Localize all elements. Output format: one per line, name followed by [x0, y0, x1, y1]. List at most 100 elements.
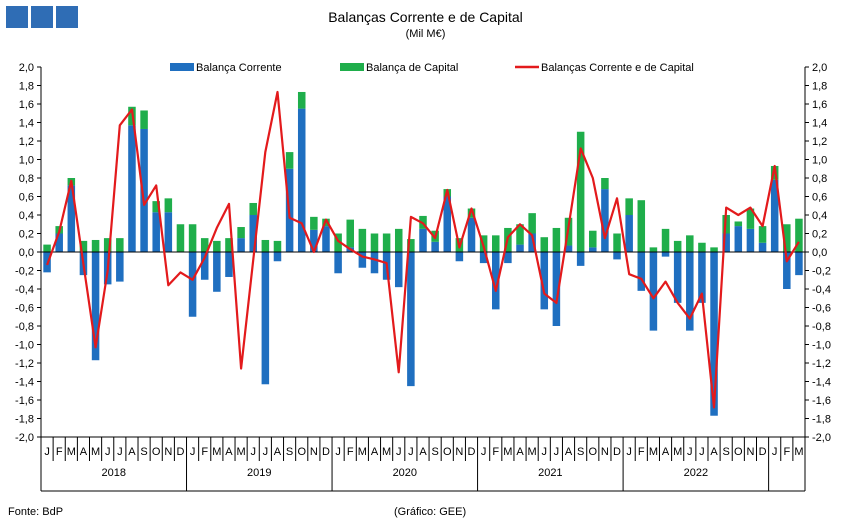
y-tick-label: 1,0 [812, 155, 827, 167]
y-tick-label: -0,4 [15, 284, 34, 296]
bar-capital [698, 242, 706, 252]
x-month-label: A [516, 446, 524, 458]
bar-corrente [673, 252, 682, 303]
x-year-label: 2020 [393, 467, 417, 479]
y-tick-label: -1,6 [812, 395, 831, 407]
x-month-label: J [687, 446, 693, 458]
y-tick-label: 0,6 [19, 192, 34, 204]
y-tick-label: -1,0 [15, 340, 34, 352]
bar-capital [625, 198, 633, 215]
bar-corrente [249, 215, 257, 252]
bar-capital [673, 240, 682, 252]
bar-capital [249, 202, 257, 215]
bar-corrente [710, 252, 718, 416]
bar-capital [200, 238, 209, 252]
bar-corrente [455, 252, 464, 262]
bar-corrente [552, 252, 561, 326]
y-tick-label: -0,2 [812, 266, 831, 278]
bar-corrente [758, 242, 767, 252]
y-tick-label: 0,6 [812, 192, 827, 204]
x-month-label: D [613, 446, 621, 458]
x-month-label: F [201, 446, 208, 458]
x-month-label: O [734, 446, 743, 458]
x-month-label: S [723, 446, 730, 458]
x-month-label: A [274, 446, 282, 458]
bar-corrente [128, 125, 136, 252]
x-month-label: J [335, 446, 341, 458]
bar-capital [370, 233, 379, 252]
bar-capital [613, 233, 621, 252]
x-month-label: A [565, 446, 573, 458]
x-month-label: N [310, 446, 318, 458]
logo-block [6, 6, 28, 28]
bar-capital [213, 240, 221, 252]
x-month-label: J [396, 446, 402, 458]
y-tick-label: -2,0 [812, 432, 831, 444]
x-month-label: S [140, 446, 147, 458]
x-month-label: S [286, 446, 293, 458]
bar-capital [285, 152, 294, 169]
x-month-label: S [577, 446, 584, 458]
x-year-label: 2021 [538, 467, 562, 479]
x-month-label: M [91, 446, 100, 458]
bar-capital [746, 208, 755, 229]
x-month-label: J [117, 446, 123, 458]
bar-capital [589, 230, 597, 248]
x-month-label: O [297, 446, 306, 458]
bar-capital [795, 218, 803, 252]
x-month-label: O [443, 446, 452, 458]
x-month-label: N [601, 446, 609, 458]
x-month-label: M [503, 446, 512, 458]
bar-corrente [431, 241, 439, 252]
bar-capital [540, 237, 549, 252]
bar-corrente [310, 229, 318, 252]
x-month-label: A [225, 446, 233, 458]
bar-capital [394, 228, 403, 252]
x-month-label: A [419, 446, 427, 458]
bar-corrente [564, 245, 573, 252]
x-month-label: O [152, 446, 161, 458]
x-month-label: J [626, 446, 632, 458]
y-tick-label: -0,8 [812, 321, 831, 333]
y-tick-label: 2,0 [19, 62, 34, 74]
bar-capital [261, 239, 270, 252]
bar-corrente [358, 252, 367, 268]
bar-corrente [770, 179, 779, 252]
y-tick-label: 1,2 [19, 136, 34, 148]
x-month-label: M [382, 446, 391, 458]
line-total [46, 90, 800, 409]
chart-subtitle: (Mil M€) [405, 28, 446, 40]
x-year-label: 2022 [684, 467, 708, 479]
bar-capital [176, 224, 185, 252]
x-month-label: A [371, 446, 379, 458]
y-tick-label: 1,8 [19, 81, 34, 93]
bar-capital [649, 247, 658, 252]
y-tick-label: 0,0 [812, 247, 827, 259]
x-month-label: A [662, 446, 670, 458]
bar-capital [601, 178, 609, 190]
x-month-label: N [455, 446, 463, 458]
bar-corrente [55, 233, 63, 252]
y-tick-label: -0,4 [812, 284, 831, 296]
y-tick-label: 1,4 [812, 118, 827, 130]
bar-capital [552, 227, 561, 252]
y-tick-label: 0,4 [812, 210, 827, 222]
bar-corrente [91, 252, 100, 361]
x-month-label: F [56, 446, 63, 458]
bar-corrente [237, 238, 245, 252]
y-tick-label: -0,6 [15, 303, 34, 315]
bar-corrente [492, 252, 500, 310]
x-month-label: J [408, 446, 414, 458]
x-month-label: J [542, 446, 548, 458]
bar-corrente [200, 252, 209, 280]
bar-capital [576, 131, 585, 252]
y-tick-label: 1,2 [812, 136, 827, 148]
bar-capital [358, 228, 367, 252]
legend-swatch-capital [340, 63, 364, 71]
bar-corrente [528, 233, 536, 252]
bar-corrente [649, 252, 658, 331]
bar-capital [346, 219, 354, 248]
y-tick-label: 2,0 [812, 62, 827, 74]
x-month-label: J [44, 446, 50, 458]
x-month-label: A [710, 446, 718, 458]
